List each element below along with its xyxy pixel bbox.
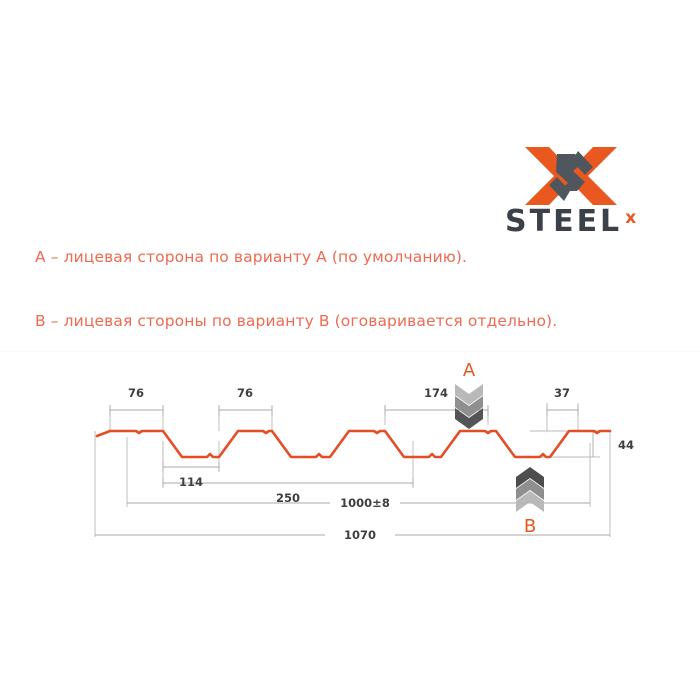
logo-superscript: x — [625, 208, 637, 228]
dim-174-label: 174 — [424, 386, 448, 400]
caption-variant-b: B – лицевая стороны по варианту B (огова… — [35, 312, 558, 330]
marker-side-a: A — [452, 362, 486, 430]
dimension-lines — [95, 405, 610, 536]
dim-crest-width-mid-label: 76 — [237, 386, 253, 400]
dimension-labels: 76 76 174 37 44 114 250 1000±8 1070 — [128, 386, 634, 542]
dim-crest-width-left-label: 76 — [128, 386, 144, 400]
steelx-logo: STEEL x — [505, 145, 665, 245]
dim-pitch-250-label: 250 — [276, 491, 300, 505]
dim-height-44-label: 44 — [618, 438, 634, 452]
profile-drawing: 76 76 174 37 44 114 250 1000±8 1070 — [0, 345, 700, 560]
dim-valley-width-114-label: 114 — [179, 475, 203, 489]
steelx-wordmark: STEEL x — [505, 207, 665, 241]
sheet-profile-polyline — [95, 429, 612, 459]
dim-total-width-1070-label: 1070 — [344, 528, 376, 542]
marker-a-chevrons-icon — [452, 384, 486, 435]
marker-b-letter: B — [523, 516, 537, 537]
logo-text: STEEL — [505, 204, 623, 239]
marker-side-b: B — [513, 466, 547, 536]
marker-b-chevrons-icon — [513, 466, 547, 517]
caption-variant-a: A – лицевая сторона по варианту A (по ум… — [35, 248, 468, 266]
dim-37-label: 37 — [554, 386, 570, 400]
marker-a-letter: A — [462, 360, 476, 381]
steelx-x-mark-icon — [523, 145, 619, 207]
dim-useful-width-1000-label: 1000±8 — [340, 496, 390, 510]
